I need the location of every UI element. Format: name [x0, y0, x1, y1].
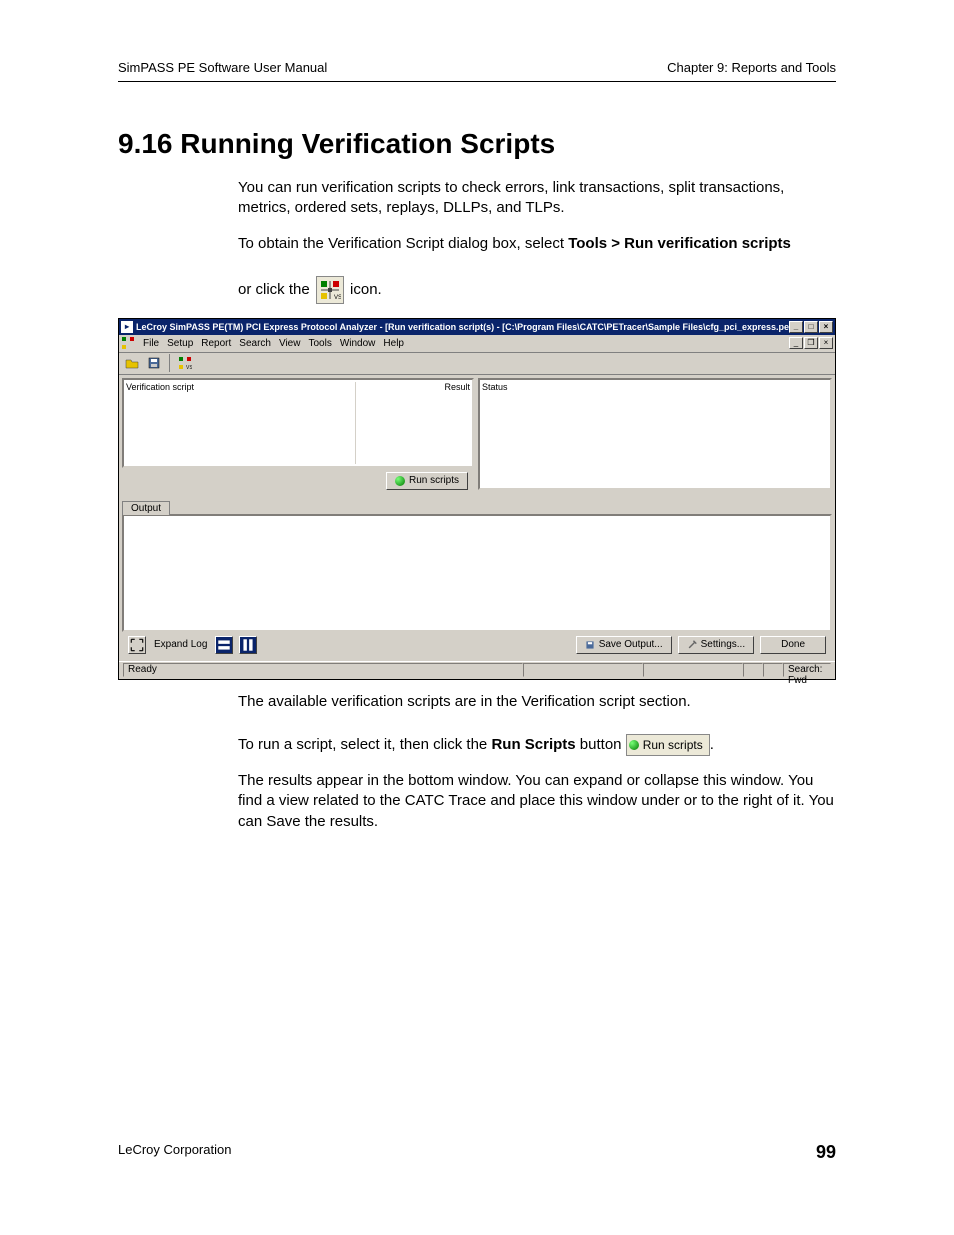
paragraph: The available verification scripts are i… — [238, 692, 836, 712]
paragraph: To run a script, select it, then click t… — [238, 734, 836, 756]
menu-help[interactable]: Help — [383, 338, 404, 349]
page-header: SimPASS PE Software User Manual Chapter … — [118, 60, 836, 82]
paragraph: The results appear in the bottom window.… — [238, 771, 836, 832]
column-header-result: Result — [444, 382, 470, 392]
status-search: Search: Fwd — [783, 663, 831, 677]
text-run: or click the — [238, 281, 314, 298]
toolbar: VS — [119, 353, 835, 375]
bold-run: Run Scripts — [491, 736, 575, 753]
output-box — [122, 514, 832, 632]
run-scripts-button-inline: Run scripts — [626, 734, 710, 756]
save-output-label: Save Output... — [599, 639, 663, 650]
verification-script-toolbar-icon: VS — [316, 276, 344, 304]
menu-path: Tools > Run verification scripts — [568, 235, 791, 252]
paragraph: or click the VS icon. — [238, 276, 836, 304]
open-icon[interactable] — [123, 354, 141, 372]
run-scripts-inline-label: Run scripts — [643, 737, 703, 753]
close-button[interactable]: × — [819, 321, 833, 333]
title-bar: ▸ LeCroy SimPASS PE(TM) PCI Express Prot… — [119, 319, 835, 335]
layout-horizontal-icon[interactable] — [215, 636, 233, 654]
text-run: button — [576, 736, 626, 753]
text-run: . — [710, 736, 714, 753]
menu-view[interactable]: View — [279, 338, 301, 349]
footer-left: LeCroy Corporation — [118, 1142, 231, 1163]
menu-window[interactable]: Window — [340, 338, 376, 349]
app-small-icon — [121, 336, 135, 350]
mdi-minimize-button[interactable]: _ — [789, 337, 803, 349]
done-label: Done — [781, 639, 805, 650]
toolbar-separator — [169, 354, 170, 372]
menu-setup[interactable]: Setup — [167, 338, 193, 349]
status-ready: Ready — [123, 663, 523, 677]
output-tab[interactable]: Output — [122, 501, 170, 515]
svg-text:VS: VS — [186, 365, 192, 370]
menu-tools[interactable]: Tools — [308, 338, 331, 349]
column-header-status: Status — [482, 382, 508, 392]
save-output-button[interactable]: Save Output... — [576, 636, 672, 654]
header-left: SimPASS PE Software User Manual — [118, 60, 327, 75]
layout-vertical-icon[interactable] — [239, 636, 257, 654]
page-number: 99 — [816, 1142, 836, 1163]
svg-text:VS: VS — [334, 295, 341, 301]
paragraph: You can run verification scripts to chec… — [238, 178, 836, 219]
maximize-button[interactable]: □ — [804, 321, 818, 333]
text-run: To obtain the Verification Script dialog… — [238, 235, 568, 252]
text-run: icon. — [350, 281, 382, 298]
app-icon: ▸ — [121, 321, 133, 333]
application-window-screenshot: ▸ LeCroy SimPASS PE(TM) PCI Express Prot… — [118, 318, 836, 680]
window-title: LeCroy SimPASS PE(TM) PCI Express Protoc… — [136, 322, 789, 332]
status-panel: Status — [478, 378, 832, 490]
menu-file[interactable]: File — [143, 338, 159, 349]
play-icon — [629, 740, 639, 750]
expand-log-button[interactable]: Expand Log — [152, 636, 209, 654]
column-header-script: Verification script — [126, 382, 194, 392]
verification-script-icon[interactable]: VS — [176, 354, 194, 372]
section-heading: 9.16 Running Verification Scripts — [118, 128, 836, 160]
header-right: Chapter 9: Reports and Tools — [667, 60, 836, 75]
script-list[interactable]: Verification script Result — [122, 378, 474, 468]
settings-button[interactable]: Settings... — [678, 636, 754, 654]
mdi-close-button[interactable]: × — [819, 337, 833, 349]
save-icon[interactable] — [145, 354, 163, 372]
mdi-restore-button[interactable]: ❐ — [804, 337, 818, 349]
play-icon — [395, 476, 405, 486]
run-scripts-button[interactable]: Run scripts — [386, 472, 468, 490]
menu-bar: File Setup Report Search View Tools Wind… — [119, 335, 835, 353]
done-button[interactable]: Done — [760, 636, 826, 654]
expand-log-label: Expand Log — [154, 639, 207, 650]
settings-label: Settings... — [701, 639, 745, 650]
menu-search[interactable]: Search — [239, 338, 271, 349]
menu-report[interactable]: Report — [201, 338, 231, 349]
page-footer: LeCroy Corporation 99 — [118, 1142, 836, 1163]
text-run: To run a script, select it, then click t… — [238, 736, 491, 753]
minimize-button[interactable]: _ — [789, 321, 803, 333]
paragraph: To obtain the Verification Script dialog… — [238, 234, 836, 254]
status-bar: Ready Search: Fwd — [119, 661, 835, 679]
expand-icon[interactable] — [128, 636, 146, 654]
run-scripts-label: Run scripts — [409, 475, 459, 486]
